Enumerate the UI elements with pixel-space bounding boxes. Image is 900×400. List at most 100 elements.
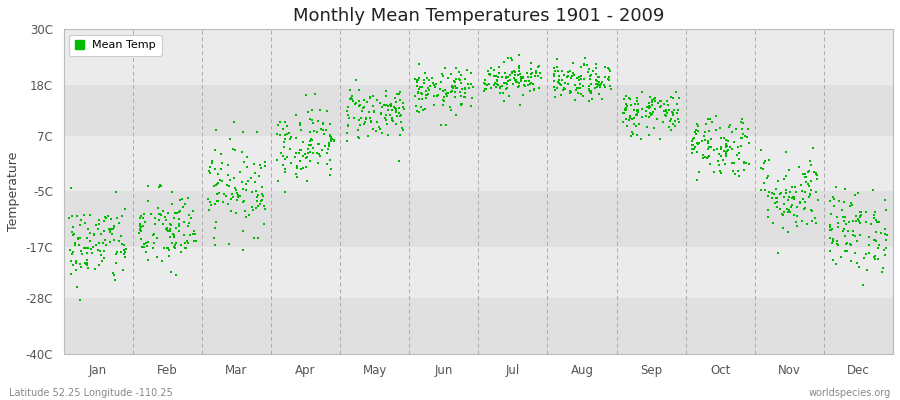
Point xyxy=(392,110,407,116)
Point xyxy=(493,85,508,91)
Point xyxy=(73,261,87,267)
Point xyxy=(157,208,171,214)
Point xyxy=(787,193,801,200)
Point xyxy=(826,196,841,202)
Point xyxy=(521,82,535,88)
Point xyxy=(414,96,428,102)
Point xyxy=(91,246,105,253)
Point xyxy=(547,70,562,77)
Point xyxy=(510,72,525,78)
Point xyxy=(320,108,334,114)
Point xyxy=(778,190,793,196)
Point xyxy=(91,226,105,232)
Point xyxy=(777,209,791,215)
Point xyxy=(353,121,367,128)
Point xyxy=(647,106,662,112)
Point xyxy=(782,167,796,174)
Point xyxy=(278,156,293,162)
Point xyxy=(643,94,657,100)
Point xyxy=(116,241,130,248)
Point xyxy=(222,240,237,247)
Point xyxy=(395,125,410,132)
Point xyxy=(248,178,262,185)
Point xyxy=(489,73,503,79)
Point xyxy=(635,89,650,95)
Point xyxy=(393,119,408,126)
Point xyxy=(396,106,410,112)
Point xyxy=(844,200,859,206)
Point xyxy=(799,174,814,181)
Point xyxy=(182,220,196,227)
Point xyxy=(311,160,326,166)
Point xyxy=(835,228,850,234)
Point xyxy=(458,94,473,101)
Point xyxy=(797,174,812,180)
Point xyxy=(436,96,450,103)
Point xyxy=(370,96,384,103)
Point xyxy=(857,255,871,261)
Point xyxy=(417,76,431,83)
Point xyxy=(653,104,668,110)
Point xyxy=(295,153,310,160)
Point xyxy=(517,74,531,81)
Point xyxy=(727,139,742,146)
Point xyxy=(99,242,113,249)
Point xyxy=(801,169,815,176)
Point xyxy=(761,189,776,196)
Point xyxy=(736,119,751,126)
Point xyxy=(478,86,492,92)
Point xyxy=(359,115,374,122)
Point xyxy=(702,161,716,168)
Point xyxy=(188,238,202,244)
Point xyxy=(118,206,132,212)
Point xyxy=(809,189,824,195)
Point xyxy=(134,228,148,234)
Point xyxy=(411,109,426,115)
Point xyxy=(831,242,845,248)
Point xyxy=(181,223,195,229)
Point xyxy=(849,250,863,257)
Point xyxy=(824,227,838,234)
Point xyxy=(742,161,756,168)
Point xyxy=(228,147,242,154)
Point xyxy=(436,73,450,79)
Point xyxy=(454,93,468,99)
Point xyxy=(859,250,873,257)
Point xyxy=(323,121,338,127)
Point xyxy=(72,297,86,303)
Point xyxy=(366,103,381,110)
Point xyxy=(518,78,532,85)
Point xyxy=(488,80,502,86)
Point xyxy=(185,208,200,214)
Point xyxy=(586,68,600,75)
Point xyxy=(730,152,744,158)
Point xyxy=(852,209,867,216)
Point xyxy=(104,231,119,238)
Point xyxy=(76,212,91,219)
Point xyxy=(592,82,607,88)
Point xyxy=(153,210,167,217)
Point xyxy=(574,64,589,70)
Point xyxy=(760,193,775,200)
Point xyxy=(373,126,387,132)
Point xyxy=(223,196,238,203)
Point xyxy=(757,180,771,186)
Point xyxy=(556,87,571,93)
Point xyxy=(161,245,176,251)
Point xyxy=(639,108,653,114)
Point xyxy=(866,186,880,193)
Point xyxy=(133,226,148,232)
Point xyxy=(381,131,395,138)
Point xyxy=(114,213,129,219)
Point xyxy=(499,86,513,92)
Point xyxy=(503,72,517,78)
Point xyxy=(172,221,186,228)
Point xyxy=(321,142,336,149)
Point xyxy=(787,196,801,203)
Point xyxy=(825,226,840,232)
Point xyxy=(283,130,297,136)
Point xyxy=(133,236,148,242)
Point xyxy=(838,248,852,254)
Point xyxy=(220,201,235,208)
Point xyxy=(623,96,637,102)
